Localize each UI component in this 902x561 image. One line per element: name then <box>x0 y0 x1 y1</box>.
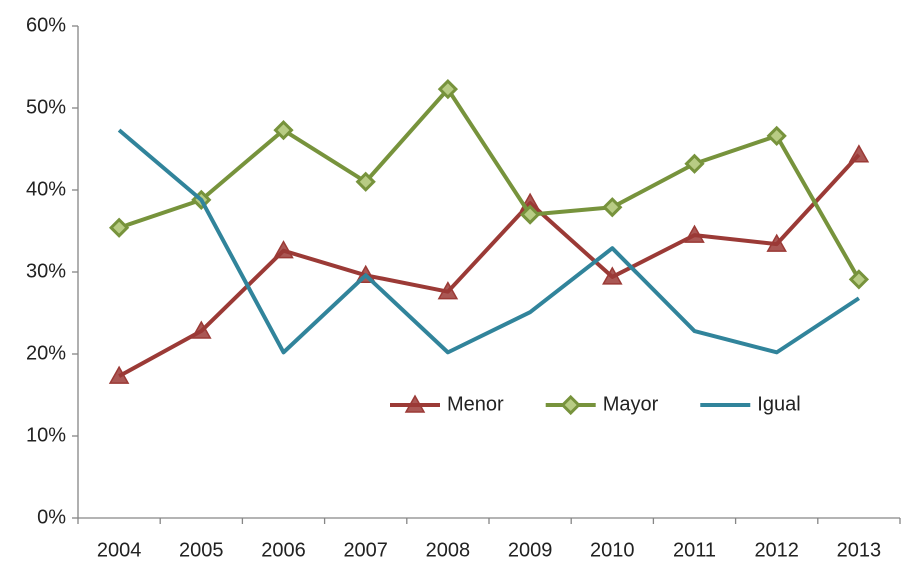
data-point <box>273 240 294 259</box>
y-tick-label: 50% <box>26 96 66 118</box>
data-point <box>684 224 705 243</box>
data-point <box>766 233 787 252</box>
data-point <box>191 320 212 339</box>
data-point <box>848 269 870 290</box>
data-point <box>437 79 459 100</box>
data-point <box>848 144 870 163</box>
data-point <box>602 266 623 285</box>
legend-label: Menor <box>447 393 504 415</box>
legend-marker <box>404 394 426 413</box>
series-line <box>117 128 860 355</box>
data-point <box>273 120 294 141</box>
data-point <box>108 217 130 238</box>
x-tick-label: 2012 <box>754 539 799 561</box>
data-point <box>519 204 541 225</box>
data-point <box>437 281 459 300</box>
data-point <box>684 153 705 174</box>
y-tick-label: 60% <box>26 14 66 36</box>
data-point <box>766 125 787 147</box>
data-point <box>602 197 623 218</box>
x-tick-label: 2008 <box>426 539 471 561</box>
x-tick-label: 2006 <box>261 539 306 561</box>
series-line <box>118 87 861 281</box>
data-point <box>355 171 376 192</box>
data-point <box>108 365 130 384</box>
legend-label: Mayor <box>603 393 659 415</box>
x-tick-label: 2010 <box>590 539 635 561</box>
series-line <box>118 153 861 378</box>
x-tick-label: 2005 <box>179 539 224 561</box>
y-tick-label: 0% <box>37 506 66 528</box>
legend-marker <box>560 394 581 416</box>
x-tick-label: 2004 <box>97 539 142 561</box>
y-tick-label: 20% <box>26 342 66 364</box>
x-tick-label: 2013 <box>837 539 882 561</box>
x-tick-label: 2009 <box>508 539 553 561</box>
x-tick-label: 2007 <box>343 539 388 561</box>
x-tick-label: 2011 <box>673 539 716 561</box>
y-tick-label: 40% <box>26 178 66 200</box>
legend-label: Igual <box>757 393 800 415</box>
y-tick-label: 30% <box>26 260 66 282</box>
y-tick-label: 10% <box>26 424 66 446</box>
